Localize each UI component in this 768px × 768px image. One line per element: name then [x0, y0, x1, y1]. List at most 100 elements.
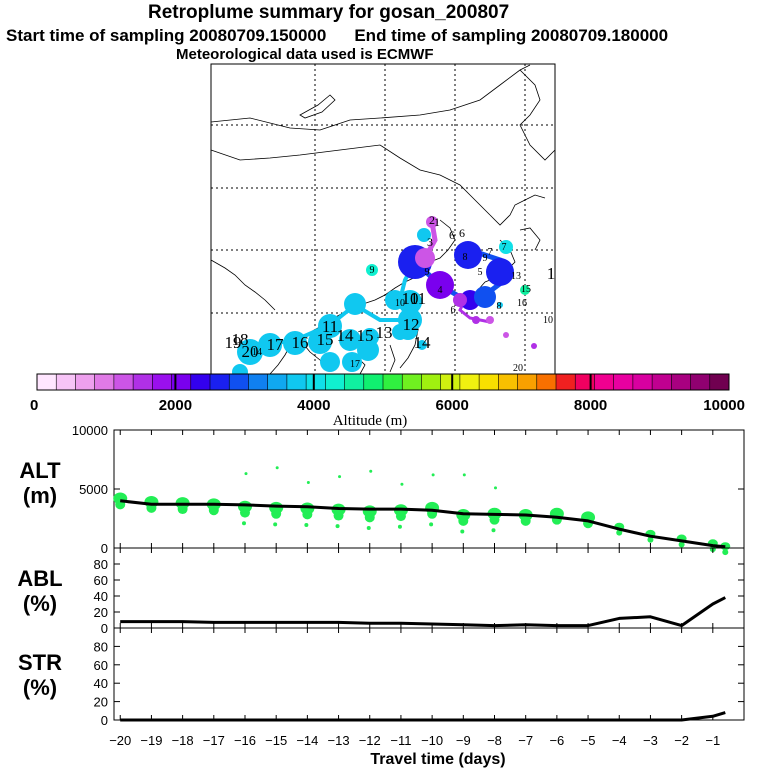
alt-scatter-point: [304, 522, 309, 527]
colorbar-swatch: [594, 374, 615, 390]
plume-day-label: 7: [488, 247, 493, 258]
colorbar-swatch: [440, 374, 461, 390]
plume-day-label: 18: [232, 330, 249, 349]
alt-scatter-point: [364, 512, 375, 523]
plume-day-label: 15: [521, 284, 531, 295]
plume-day-label: 4: [438, 285, 443, 296]
alt-scatter-point: [458, 515, 469, 526]
altitude-colorbar: 0 2000 4000 6000 8000 10000 Altitude (m): [30, 373, 745, 429]
colorbar-swatch: [459, 374, 480, 390]
x-tick-label: −15: [265, 733, 287, 748]
plume-marker: [342, 352, 362, 372]
y-tick-label: 80: [94, 557, 108, 572]
start-time-label: Start time of sampling 20080709.150000: [6, 26, 327, 45]
series-line: [120, 499, 726, 549]
plume-marker: [426, 271, 454, 299]
colorbar-swatch: [306, 374, 326, 390]
colorbar-swatch: [210, 374, 230, 390]
colorbar-swatch: [383, 374, 403, 390]
x-tick-label: −2: [674, 733, 689, 748]
x-tick-label: −20: [109, 733, 131, 748]
plume-marker: [339, 329, 361, 351]
colorbar-swatch: [267, 374, 288, 390]
alt-scatter-point: [273, 522, 278, 527]
alt-scatter-point: [395, 511, 406, 522]
alt-scatter-point: [239, 507, 250, 518]
colorbar-swatch: [632, 374, 653, 390]
colorbar-swatch: [690, 374, 711, 390]
alt-scatter-point: [335, 524, 340, 529]
x-tick-label: −4: [612, 733, 627, 748]
plume-marker: [520, 285, 530, 295]
x-tick-label: −9: [456, 733, 471, 748]
alt-scatter-point: [489, 514, 500, 525]
plume-day-label: 8: [497, 301, 502, 312]
sampling-times: Start time of sampling 20080709.150000 En…: [6, 26, 768, 46]
alt-scatter-point: [369, 469, 373, 473]
plume-day-label: 14: [337, 326, 355, 345]
colorbar-swatch: [556, 374, 576, 390]
plume-day-label: 20: [513, 363, 523, 374]
x-tick-label: −10: [421, 733, 443, 748]
x-tick-label: −12: [359, 733, 381, 748]
plume-marker: [308, 330, 332, 354]
plume-marker: [497, 302, 503, 308]
abl-label-line1: ABL: [17, 566, 63, 591]
plume-day-label: 16: [292, 333, 309, 352]
plume-day-label: 2: [429, 213, 435, 227]
y-tick-label: 20: [94, 695, 108, 710]
colorbar-tick-label: 2000: [159, 397, 192, 414]
x-tick-label: −5: [581, 733, 596, 748]
colorbar-swatch: [498, 374, 519, 390]
plume-day-label: 16: [517, 298, 527, 309]
alt-scatter-point: [244, 472, 248, 476]
abl-label-line2: (%): [22, 591, 58, 616]
alt-scatter-point: [275, 466, 279, 470]
map-frame: [210, 63, 556, 375]
colorbar-swatch: [94, 374, 115, 390]
plume-day-label: 9: [370, 265, 375, 276]
colorbar-swatch: [133, 374, 153, 390]
colorbar-swatch: [344, 374, 365, 390]
map-gridlines: [211, 64, 555, 374]
str-label-line1: STR: [18, 650, 62, 675]
colorbar-swatch: [652, 374, 672, 390]
plume-marker: [357, 339, 379, 361]
alt-scatter-point: [241, 521, 246, 526]
colorbar-tick-label: 6000: [436, 397, 469, 414]
plume-day-label: 9: [425, 267, 430, 278]
colorbar-swatch: [37, 374, 57, 390]
alt-scatter-point: [302, 509, 313, 520]
plume-day-label: 14: [252, 347, 262, 358]
colorbar-swatch: [152, 374, 173, 390]
colorbar-swatch: [536, 374, 557, 390]
plume-marker: [415, 248, 435, 268]
plume-marker: [417, 228, 431, 242]
abl-panel-label: ABL (%): [10, 566, 70, 616]
colorbar-tick-label: 0: [30, 397, 38, 414]
colorbar-tick-label: 4000: [297, 397, 330, 414]
alt-scatter-point: [400, 482, 404, 486]
plume-marker: [258, 333, 282, 357]
alt-scatter-point: [722, 549, 729, 556]
y-tick-label: 0: [101, 621, 108, 636]
colorbar-tick-label: 8000: [574, 397, 607, 414]
plume-marker: [417, 340, 427, 350]
plume-marker: [398, 290, 422, 314]
plume-day-label: 1: [434, 215, 440, 229]
panel-frame: [113, 627, 745, 721]
alt-scatter-point: [397, 524, 402, 529]
colorbar-swatch: [575, 374, 595, 390]
y-tick-label: 0: [101, 713, 108, 728]
colorbar-swatch: [75, 374, 96, 390]
alt-scatter-point: [462, 473, 466, 477]
colorbar-swatch: [56, 374, 76, 390]
colorbar-label: Altitude (m): [333, 413, 408, 429]
plume-marker: [366, 264, 378, 276]
alt-scatter-point: [208, 505, 219, 516]
alt-scatter-point: [678, 541, 685, 548]
plume-day-label: 5: [478, 267, 483, 278]
